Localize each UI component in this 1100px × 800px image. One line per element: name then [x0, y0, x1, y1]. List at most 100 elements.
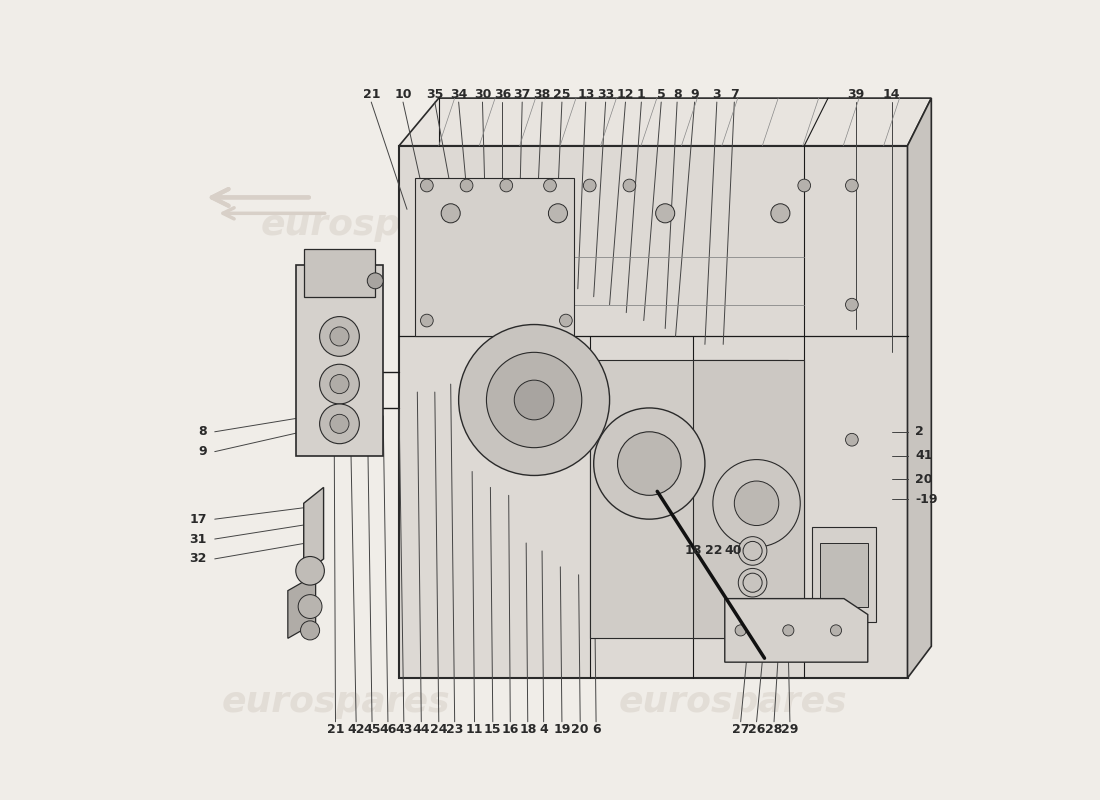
Bar [693, 360, 804, 638]
Circle shape [744, 542, 762, 561]
Text: 37: 37 [514, 88, 531, 101]
Circle shape [846, 298, 858, 311]
Bar [399, 146, 908, 678]
Text: 16: 16 [502, 723, 519, 736]
Text: 35: 35 [426, 88, 443, 101]
Text: 3: 3 [713, 88, 722, 101]
Text: 43: 43 [395, 723, 412, 736]
Text: 1: 1 [637, 88, 646, 101]
Text: 8: 8 [198, 426, 207, 438]
Text: 41: 41 [915, 449, 933, 462]
Text: 13: 13 [578, 88, 594, 101]
Circle shape [320, 404, 360, 444]
Text: 46: 46 [379, 723, 397, 736]
Circle shape [560, 314, 572, 327]
Polygon shape [304, 487, 323, 574]
Text: 14: 14 [883, 88, 901, 101]
Circle shape [320, 317, 360, 356]
Polygon shape [725, 598, 868, 662]
Text: 17: 17 [189, 513, 207, 526]
Text: 28: 28 [766, 723, 783, 736]
Circle shape [830, 625, 842, 636]
Text: 25: 25 [553, 88, 571, 101]
Text: 8: 8 [673, 88, 681, 101]
Text: 19: 19 [553, 723, 571, 736]
Text: 2: 2 [915, 426, 924, 438]
Text: 15: 15 [484, 723, 502, 736]
Text: 21: 21 [327, 723, 344, 736]
Polygon shape [288, 574, 316, 638]
Text: 10: 10 [394, 88, 411, 101]
Circle shape [420, 179, 433, 192]
Circle shape [549, 204, 568, 223]
Circle shape [771, 204, 790, 223]
Text: 34: 34 [450, 88, 468, 101]
Circle shape [296, 557, 324, 585]
Text: 20: 20 [571, 723, 588, 736]
Circle shape [330, 414, 349, 434]
Bar [415, 178, 574, 337]
Text: 5: 5 [657, 88, 665, 101]
Polygon shape [399, 98, 932, 146]
Text: 20: 20 [915, 473, 933, 486]
Text: eurospares: eurospares [618, 685, 847, 719]
Text: 7: 7 [730, 88, 739, 101]
Text: 39: 39 [847, 88, 865, 101]
Text: 18: 18 [519, 723, 537, 736]
Circle shape [738, 569, 767, 597]
Bar [821, 543, 868, 606]
Circle shape [594, 408, 705, 519]
Circle shape [543, 179, 557, 192]
Text: 42: 42 [348, 723, 365, 736]
Circle shape [460, 179, 473, 192]
Circle shape [486, 352, 582, 448]
Circle shape [798, 179, 811, 192]
Text: 30: 30 [474, 88, 492, 101]
Bar [590, 360, 789, 638]
Circle shape [300, 621, 320, 640]
Circle shape [713, 459, 801, 547]
Circle shape [783, 625, 794, 636]
Circle shape [583, 179, 596, 192]
Text: 9: 9 [691, 88, 698, 101]
Bar [812, 527, 876, 622]
Text: 45: 45 [363, 723, 381, 736]
Circle shape [515, 380, 554, 420]
Circle shape [617, 432, 681, 495]
Text: 6: 6 [592, 723, 601, 736]
Polygon shape [908, 98, 932, 678]
FancyArrowPatch shape [212, 189, 309, 206]
Text: 9: 9 [198, 445, 207, 458]
Circle shape [846, 179, 858, 192]
Text: 31: 31 [189, 533, 207, 546]
Text: eurospares: eurospares [261, 208, 490, 242]
Circle shape [298, 594, 322, 618]
Text: 38: 38 [534, 88, 551, 101]
Text: 23: 23 [446, 723, 463, 736]
Text: 26: 26 [748, 723, 766, 736]
Circle shape [744, 573, 762, 592]
Text: 12: 12 [617, 88, 635, 101]
Text: 11: 11 [465, 723, 483, 736]
Circle shape [656, 204, 674, 223]
Text: 22: 22 [705, 545, 723, 558]
Circle shape [846, 434, 858, 446]
Circle shape [330, 327, 349, 346]
Circle shape [735, 625, 746, 636]
Bar [304, 249, 375, 297]
Text: -19: -19 [915, 493, 938, 506]
Text: eurospares: eurospares [221, 685, 450, 719]
Circle shape [441, 204, 460, 223]
Text: 21: 21 [363, 88, 379, 101]
Circle shape [367, 273, 383, 289]
Text: 40: 40 [725, 545, 742, 558]
Circle shape [420, 314, 433, 327]
Text: 33: 33 [597, 88, 614, 101]
Text: 44: 44 [412, 723, 430, 736]
Circle shape [320, 364, 360, 404]
Text: 27: 27 [732, 723, 749, 736]
Circle shape [623, 179, 636, 192]
Text: 29: 29 [781, 723, 799, 736]
Text: 32: 32 [189, 552, 207, 566]
Circle shape [330, 374, 349, 394]
